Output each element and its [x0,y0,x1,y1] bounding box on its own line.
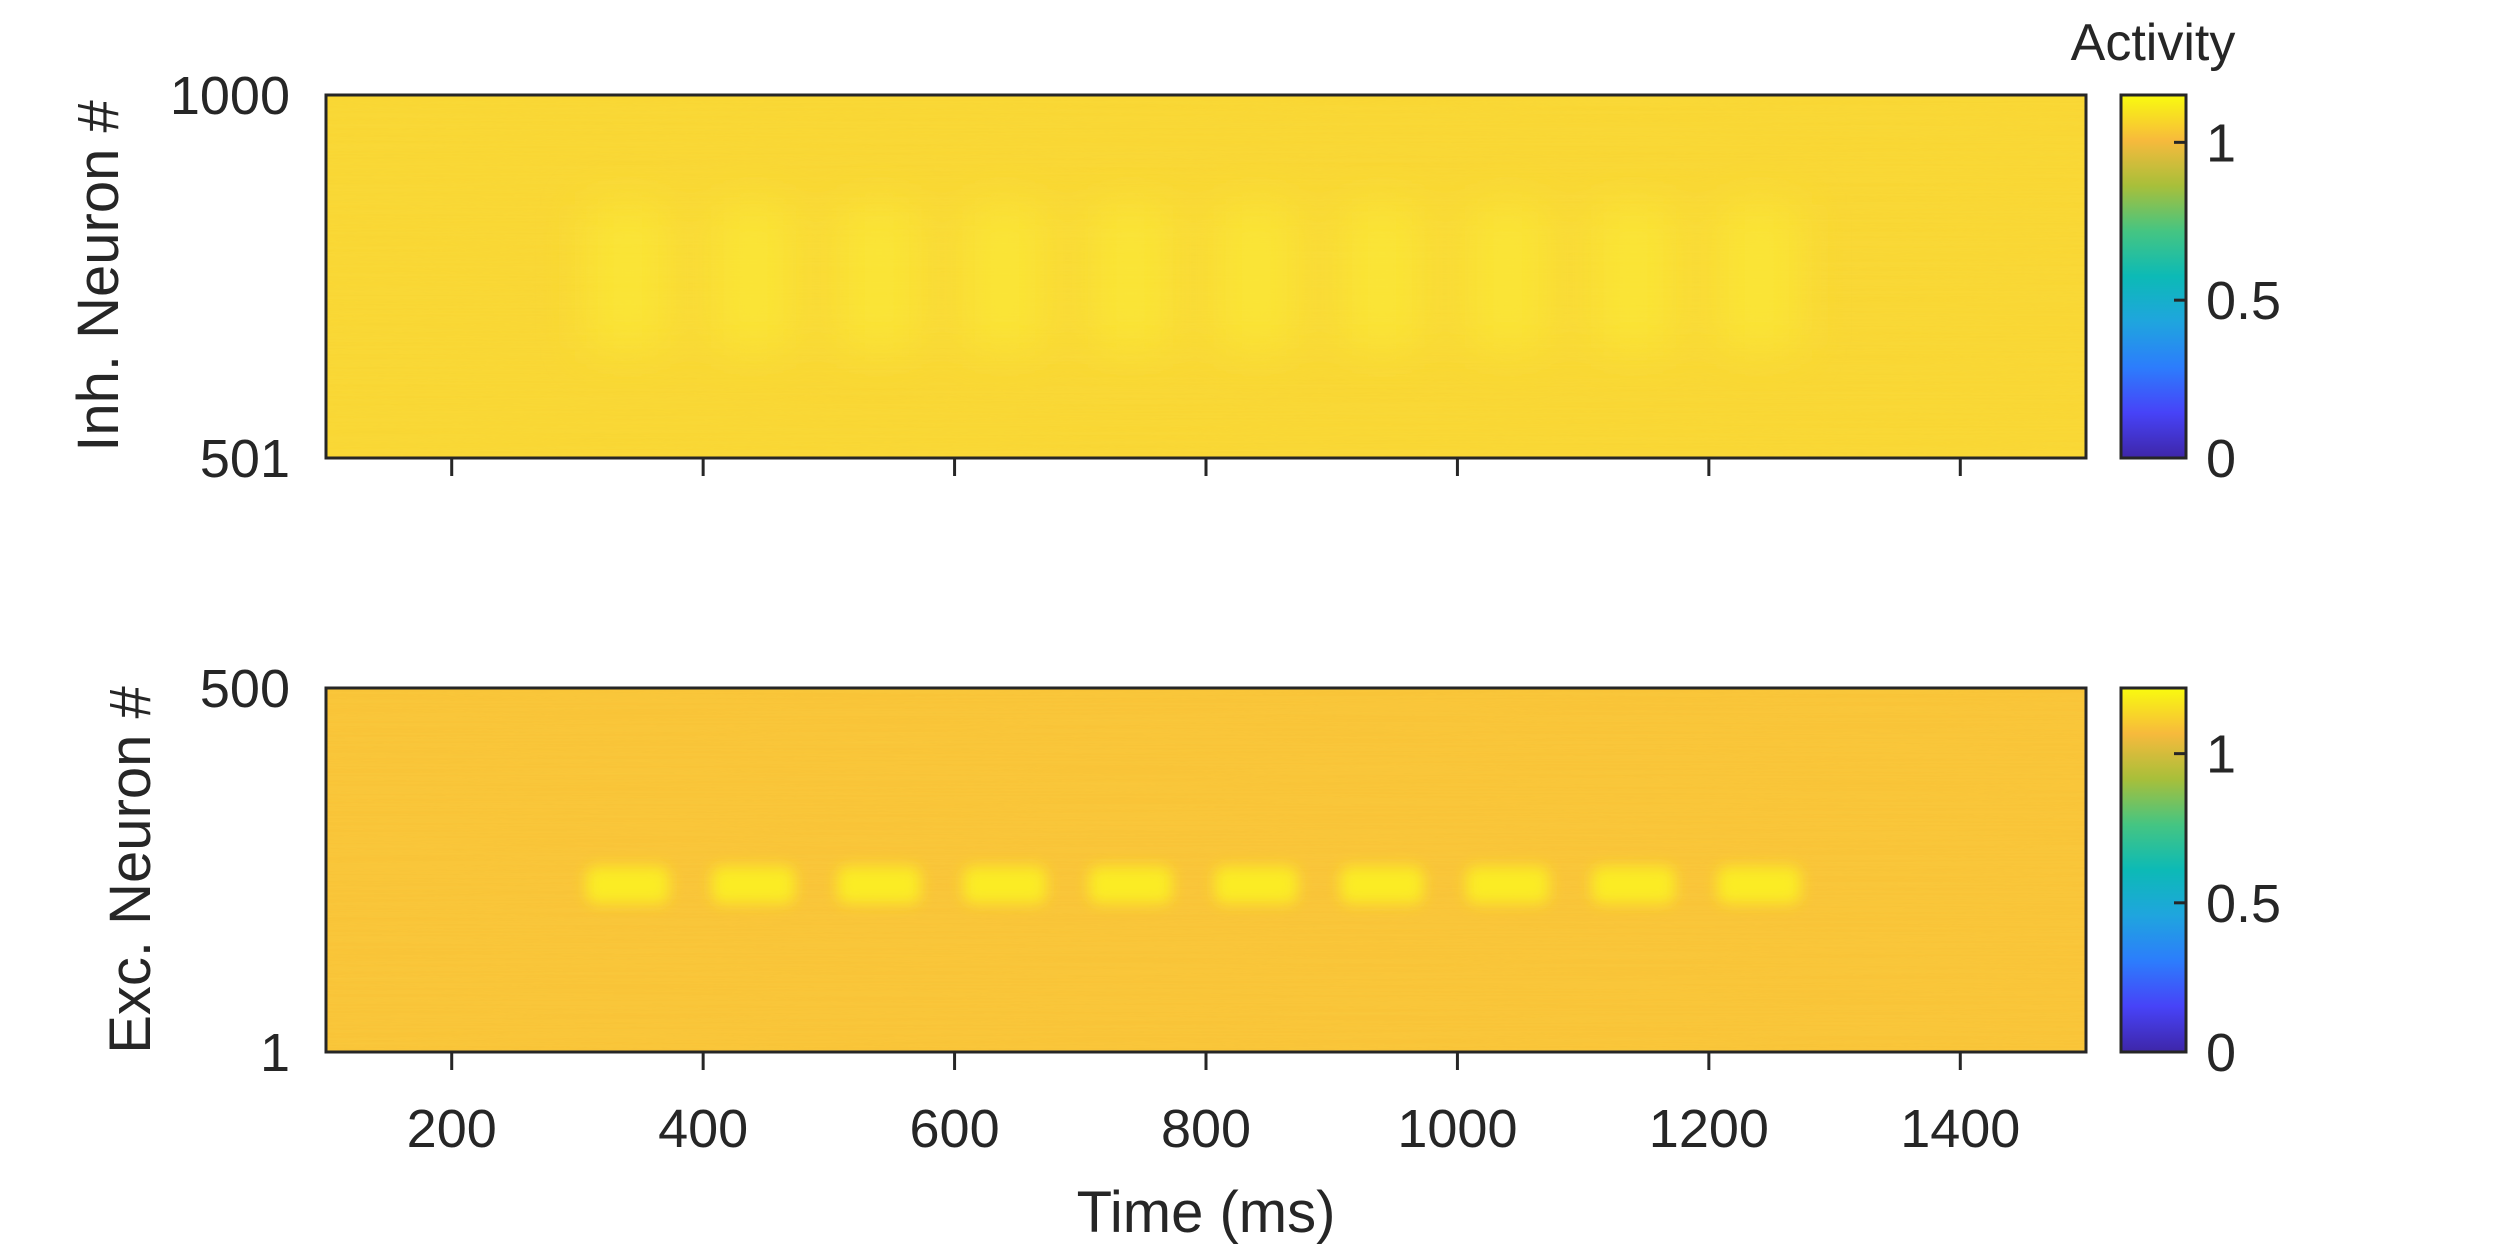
inh-colorbar: Activity 00.51 [2071,14,2281,489]
exc-xtick-label-800: 800 [1161,1099,1251,1159]
exc-bump-640 [963,866,1047,904]
inh-bump-1140 [1591,204,1675,350]
inh-panel: 1000 501 Inh. Neuron # Activity 00.51 [66,14,2281,489]
exc-bump-340 [586,866,670,904]
exc-bump-1040 [1466,866,1550,904]
inh-colorbar-gradient [2119,93,2188,460]
inh-cb-tick-label-0: 0 [2206,429,2236,489]
exc-xtick-label-400: 400 [658,1099,748,1159]
inh-colorbar-ticks: 00.51 [2174,113,2281,489]
exc-cb-tick-label-0: 0 [2206,1023,2236,1083]
inh-ytick-label-501: 501 [200,429,290,489]
exc-xlabel: Time (ms) [1077,1180,1336,1245]
exc-cb-tick-label-1: 1 [2206,725,2236,785]
inh-colorbar-title: Activity [2071,14,2236,72]
inh-bump-740 [1089,204,1173,350]
exc-x-axis: 200 400 600 800 1000 1200 1400 [407,1052,2020,1159]
inh-bumps [586,204,1801,350]
exc-bump-540 [837,866,921,904]
exc-xtick-label-200: 200 [407,1099,497,1159]
exc-xtick-label-1400: 1400 [1900,1099,2020,1159]
exc-cb-tick-label-0.5: 0.5 [2206,874,2281,934]
inh-y-axis: 1000 501 [170,66,340,489]
inh-bump-640 [963,204,1047,350]
exc-bump-1240 [1717,866,1801,904]
inh-bump-340 [586,204,670,350]
exc-bump-740 [1089,866,1173,904]
inh-cb-tick-label-0.5: 0.5 [2206,271,2281,331]
exc-colorbar: 00.51 [2119,686,2281,1083]
inh-ytick-label-1000: 1000 [170,66,290,126]
inh-x-axis [450,458,1962,476]
inh-bump-840 [1214,204,1298,350]
exc-bump-1140 [1591,866,1675,904]
exc-colorbar-ticks: 00.51 [2174,725,2281,1083]
inh-bump-1040 [1466,204,1550,350]
exc-colorbar-gradient [2119,686,2188,1054]
exc-bump-940 [1340,866,1424,904]
exc-ytick-label-1: 1 [260,1023,290,1083]
exc-ytick-label-500: 500 [200,659,290,719]
inh-bump-940 [1340,204,1424,350]
inh-ylabel: Inh. Neuron # [66,100,131,451]
inh-bump-440 [711,204,795,350]
inh-cb-tick-label-1: 1 [2206,113,2236,173]
inh-bump-540 [837,204,921,350]
exc-bump-840 [1214,866,1298,904]
exc-xtick-label-1000: 1000 [1397,1099,1517,1159]
exc-bumps [586,866,1801,904]
exc-bump-440 [711,866,795,904]
exc-y-axis: 500 1 [200,659,340,1083]
exc-ylabel: Exc. Neuron # [98,686,163,1054]
exc-xtick-label-1200: 1200 [1649,1099,1769,1159]
inh-bump-1240 [1717,204,1801,350]
exc-panel: 200 400 600 800 1000 1200 1400 500 1 Exc. Neur… [98,659,2281,1245]
exc-xtick-label-600: 600 [910,1099,1000,1159]
